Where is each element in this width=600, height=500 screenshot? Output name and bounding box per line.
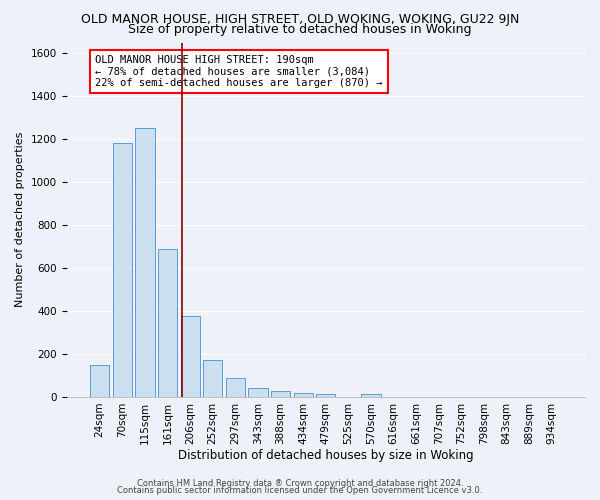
Text: Size of property relative to detached houses in Woking: Size of property relative to detached ho… — [128, 22, 472, 36]
Bar — [136, 128, 155, 397]
Text: OLD MANOR HOUSE, HIGH STREET, OLD WOKING, WOKING, GU22 9JN: OLD MANOR HOUSE, HIGH STREET, OLD WOKING… — [81, 12, 519, 26]
Bar — [271, 390, 290, 397]
Text: Contains HM Land Registry data ® Crown copyright and database right 2024.: Contains HM Land Registry data ® Crown c… — [137, 478, 463, 488]
Bar — [361, 394, 380, 397]
Bar — [248, 388, 268, 397]
Bar — [226, 378, 245, 397]
Y-axis label: Number of detached properties: Number of detached properties — [15, 132, 25, 308]
Bar — [158, 248, 177, 397]
Bar — [203, 360, 223, 397]
Text: Contains public sector information licensed under the Open Government Licence v3: Contains public sector information licen… — [118, 486, 482, 495]
Bar — [316, 394, 335, 397]
Bar — [181, 316, 200, 397]
X-axis label: Distribution of detached houses by size in Woking: Distribution of detached houses by size … — [178, 450, 473, 462]
Bar — [293, 392, 313, 397]
Bar — [113, 144, 132, 397]
Bar — [90, 364, 109, 397]
Text: OLD MANOR HOUSE HIGH STREET: 190sqm
← 78% of detached houses are smaller (3,084): OLD MANOR HOUSE HIGH STREET: 190sqm ← 78… — [95, 55, 383, 88]
